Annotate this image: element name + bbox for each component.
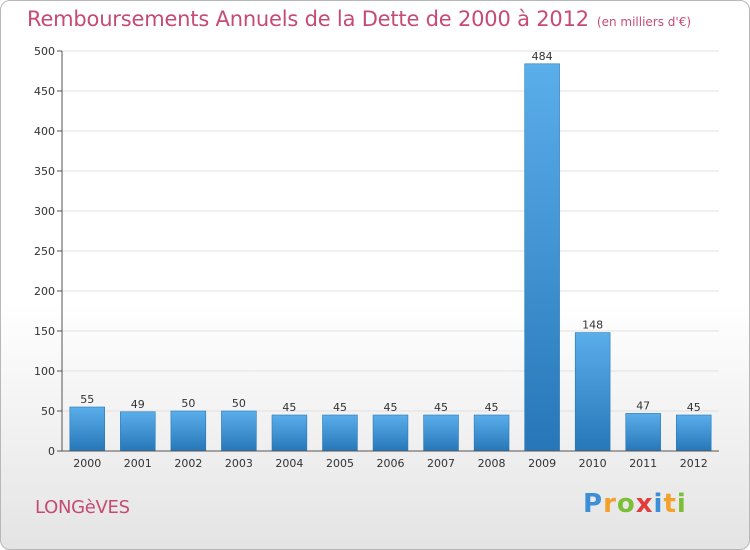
x-tick-label-2006: 2006: [377, 457, 405, 470]
bar-2010: [574, 332, 611, 452]
x-tick-label-2007: 2007: [427, 457, 455, 470]
y-tick-label-0: 0: [48, 445, 55, 458]
data-label-2010: 148: [582, 319, 603, 332]
data-label-2011: 47: [636, 399, 650, 412]
y-tick-label-500: 500: [34, 45, 55, 58]
y-tick-label-200: 200: [34, 285, 55, 298]
bar-2012: [675, 414, 712, 452]
data-label-2007: 45: [434, 401, 448, 414]
bar-2009: [524, 63, 560, 452]
y-tick-label-100: 100: [34, 365, 55, 378]
y-tick-label-450: 450: [34, 85, 55, 98]
x-tick-label-2005: 2005: [326, 457, 354, 470]
logo-letter-0: P: [583, 489, 604, 519]
y-tick-label-250: 250: [34, 245, 55, 258]
logo-letter-3: x: [635, 489, 654, 519]
logo-letter-6: i: [676, 489, 687, 519]
grid-lines: [62, 50, 719, 412]
x-tick-label-2012: 2012: [680, 457, 708, 470]
bar-2011: [625, 413, 661, 452]
data-label-2003: 50: [232, 397, 246, 410]
data-label-2006: 45: [384, 401, 398, 414]
chart-subtitle: (en milliers d'€): [596, 15, 692, 29]
y-tick-label-50: 50: [41, 405, 55, 418]
data-label-2012: 45: [687, 401, 701, 414]
y-tick-label-400: 400: [34, 125, 55, 138]
x-tick-label-2002: 2002: [174, 457, 202, 470]
x-tick-label-2000: 2000: [73, 457, 101, 470]
bar-2002: [170, 410, 207, 452]
bars: [69, 63, 712, 452]
data-label-2005: 45: [333, 401, 347, 414]
x-tick-label-2001: 2001: [124, 457, 152, 470]
bar-2007: [423, 414, 459, 452]
bar-2006: [372, 414, 409, 452]
data-label-2002: 50: [181, 397, 195, 410]
bar-2004: [271, 414, 308, 452]
data-label-2001: 49: [131, 398, 145, 411]
x-tick-label-2011: 2011: [629, 457, 657, 470]
chart-title: Remboursements Annuels de la Dette de 20…: [27, 7, 691, 31]
y-tick-label-350: 350: [34, 165, 55, 178]
x-tick-label-2008: 2008: [478, 457, 506, 470]
bar-2005: [322, 414, 358, 452]
bar-2008: [473, 414, 510, 452]
y-tick-label-300: 300: [34, 205, 55, 218]
data-label-2009: 484: [532, 50, 553, 63]
x-tick-label-2009: 2009: [528, 457, 556, 470]
x-tick-label-2010: 2010: [579, 457, 607, 470]
data-label-2004: 45: [282, 401, 296, 414]
proxiti-logo: Proxiti: [583, 489, 687, 519]
logo-letter-2: o: [616, 489, 636, 519]
bar-2001: [120, 411, 156, 452]
y-tick-label-150: 150: [34, 325, 55, 338]
data-labels: 55 49 50 50 45 45 45 45 45 484 148 47 45: [80, 50, 700, 414]
data-label-2008: 45: [485, 401, 499, 414]
bar-2000: [69, 406, 106, 452]
x-tick-label-2003: 2003: [225, 457, 253, 470]
logo-letter-4: i: [653, 489, 664, 519]
data-label-2000: 55: [80, 393, 94, 406]
logo-letter-5: t: [663, 489, 677, 519]
commune-name: LONGèVES: [35, 497, 130, 518]
logo-letter-1: r: [603, 489, 617, 519]
chart-title-text: Remboursements Annuels de la Dette de 20…: [27, 7, 589, 31]
x-tick-label-2004: 2004: [275, 457, 303, 470]
bar-2003: [221, 410, 257, 452]
